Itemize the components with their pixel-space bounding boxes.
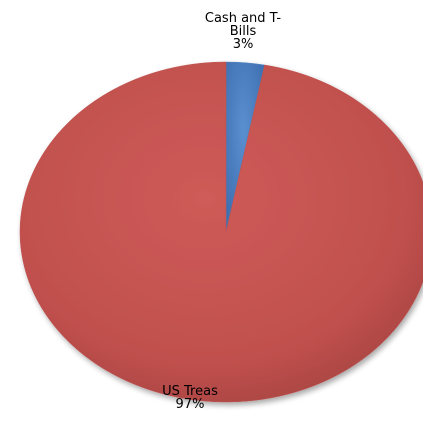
slice-percent-label: 97% [176,397,205,412]
slice-percent-label: 3% [233,37,254,52]
slice-label-text: Bills [230,24,257,39]
slice-label-text: US Treas [162,384,218,399]
slice-label-text: Cash and T- [205,11,282,26]
pie-slices [19,61,423,403]
pie-slice-us-treas [19,61,423,403]
